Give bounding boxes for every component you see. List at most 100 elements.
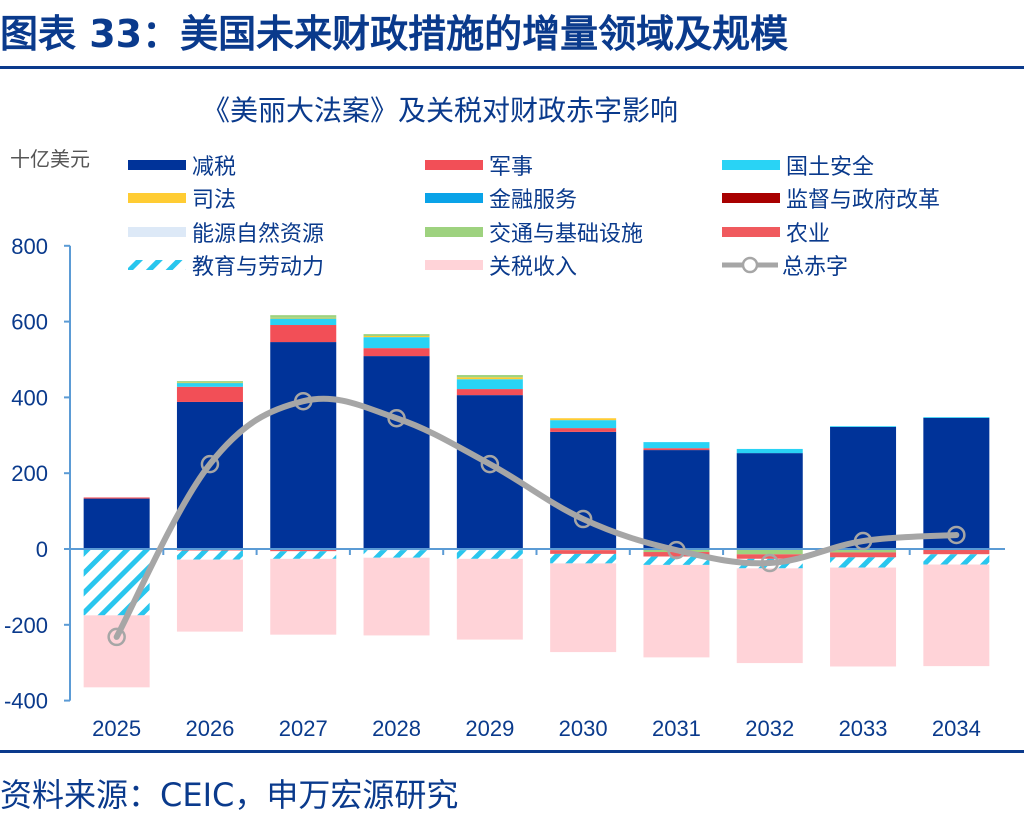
- bar-segment: [736, 568, 803, 664]
- figure-title: 图表 33：美国未来财政措施的增量领域及规模: [0, 12, 789, 56]
- y-tick-label: -400: [4, 689, 48, 714]
- bar-segment: [363, 550, 430, 558]
- deficit-point: [294, 391, 313, 411]
- bar-segment: [923, 564, 990, 667]
- bar-segment: [83, 549, 150, 616]
- legend-swatch: [128, 227, 186, 237]
- bar-segment: [176, 381, 243, 383]
- legend-swatch: [722, 160, 780, 170]
- deficit-point: [107, 627, 126, 647]
- y-axis: 800 600 400 200 0 -200 -400: [4, 234, 71, 714]
- bar-segment: [270, 551, 337, 559]
- bar-segment: [923, 417, 990, 549]
- deficit-line-path: [113, 395, 960, 640]
- bar-segment: [550, 420, 617, 429]
- legend-label: 能源自然资源: [192, 221, 324, 246]
- bar-segment: [176, 401, 243, 549]
- bar-segment: [363, 337, 430, 349]
- bar-segment: [456, 550, 523, 559]
- legend-label: 总赤字: [782, 254, 848, 279]
- legend-label: 交通与基础设施: [489, 221, 643, 246]
- bar-segment: [456, 375, 523, 378]
- bar-segment: [830, 552, 897, 558]
- legend-label: 国土安全: [786, 154, 874, 179]
- bar-segment: [643, 450, 710, 549]
- bar-segment: [923, 554, 990, 565]
- bar-segment: [270, 558, 337, 635]
- deficit-line: [107, 391, 966, 647]
- legend-label: 军事: [489, 154, 533, 179]
- bar-segment: [643, 564, 710, 658]
- x-tick-label: 2026: [185, 716, 234, 741]
- bar-segment: [270, 315, 337, 318]
- x-tick-label: 2027: [279, 716, 328, 741]
- bar-segment: [270, 549, 337, 552]
- x-tick-label: 2034: [932, 716, 981, 741]
- x-axis: 2025 2026 2027 2028 2029 2030 2031 2032 2033 2034: [70, 548, 1005, 741]
- bar-segment: [270, 317, 337, 319]
- bar-segment: [83, 497, 150, 499]
- bar-segment: [643, 442, 710, 449]
- bar-segment: [736, 448, 803, 454]
- source-note: 资料来源：CEIC，申万宏源研究: [0, 776, 459, 814]
- x-tick-label: 2028: [372, 716, 421, 741]
- bar-segment: [736, 554, 803, 559]
- bar-segment: [643, 552, 710, 557]
- unit-label: 十亿美元: [10, 148, 90, 171]
- bar-segment: [550, 553, 617, 564]
- deficit-point: [853, 531, 873, 551]
- bar-segment: [270, 325, 337, 343]
- bar-segment: [270, 318, 337, 326]
- deficit-point: [480, 454, 500, 474]
- y-tick-label: -200: [4, 613, 48, 638]
- deficit-point: [667, 540, 686, 560]
- bar-segment: [550, 550, 617, 554]
- bar-segment: [176, 386, 243, 402]
- legend-label: 关税收入: [489, 254, 577, 279]
- bar-segment: [176, 559, 243, 632]
- bar-segment: [643, 448, 710, 451]
- bar-segment: [456, 558, 523, 640]
- bar-segment: [830, 426, 897, 549]
- x-tick-label: 2032: [745, 716, 794, 741]
- y-tick-label: 600: [11, 310, 48, 335]
- chart-title: 《美丽大法案》及关税对财政赤字影响: [202, 95, 678, 126]
- legend-swatch: [425, 260, 483, 270]
- x-tick-label: 2033: [839, 716, 888, 741]
- bar-segment: [456, 389, 523, 396]
- x-tick-label: 2030: [559, 716, 608, 741]
- bar-segment: [176, 550, 243, 560]
- legend-label: 减税: [192, 154, 236, 179]
- bar-segment: [830, 567, 897, 667]
- legend-label: 教育与劳动力: [192, 254, 324, 279]
- bar-segment: [830, 426, 897, 427]
- bar-segment: [830, 549, 897, 553]
- deficit-point: [760, 553, 779, 573]
- title-divider: [0, 66, 1024, 69]
- bar-segment: [550, 428, 617, 432]
- bar-segment: [176, 382, 243, 387]
- legend-swatch: [722, 193, 780, 203]
- y-tick-label: 200: [11, 461, 48, 486]
- bar-segment: [270, 342, 337, 549]
- legend-marker: [741, 256, 759, 274]
- bar-segment: [736, 549, 803, 555]
- bar-segment: [550, 418, 617, 421]
- deficit-point: [573, 509, 593, 529]
- bar-segment: [830, 557, 897, 568]
- bar-segment: [456, 379, 523, 390]
- bar-segment: [363, 557, 430, 636]
- deficit-point: [200, 454, 220, 474]
- legend-label: 金融服务: [489, 187, 577, 212]
- source-divider: [0, 750, 1024, 753]
- bar-segment: [363, 334, 430, 337]
- deficit-point: [947, 525, 966, 545]
- bar-segment: [923, 417, 990, 418]
- bar-segment: [550, 563, 617, 653]
- legend-label: 司法: [192, 187, 236, 212]
- bar-segment: [456, 377, 523, 380]
- bar-segment: [363, 356, 430, 549]
- bar-segment: [83, 498, 150, 549]
- legend-label: 监督与政府改革: [786, 187, 940, 212]
